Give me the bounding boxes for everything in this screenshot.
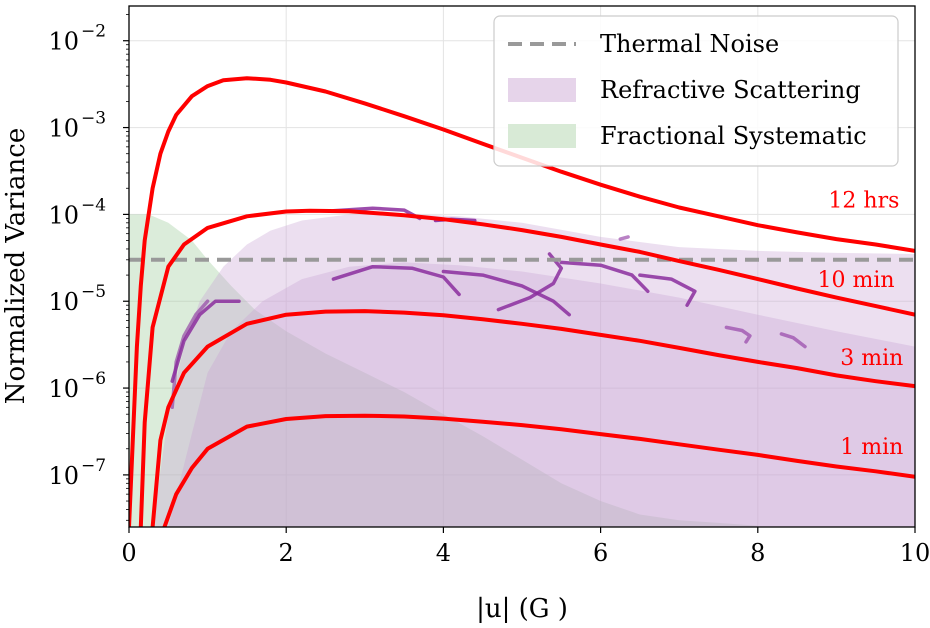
measurement-track xyxy=(724,325,752,344)
curve-label-3-min: 3 min xyxy=(840,346,903,371)
curve-label-12-hrs: 12 hrs xyxy=(828,189,899,214)
y-tick-exponent: −2 xyxy=(81,22,106,42)
x-tick-label: 10 xyxy=(900,539,930,567)
legend-box xyxy=(493,15,899,167)
measurement-track xyxy=(441,269,571,317)
y-axis-label: Normalized Variance xyxy=(1,128,31,404)
legend-swatch-fractional-systematic xyxy=(508,124,576,148)
curve-label-1-min: 1 min xyxy=(840,435,903,460)
x-tick-label: 6 xyxy=(593,539,608,567)
measurement-track xyxy=(779,332,807,349)
legend-swatch-refractive-scattering xyxy=(508,78,576,102)
y-tick-exponent: −6 xyxy=(81,369,106,389)
legend-label-refractive-scattering: Refractive Scattering xyxy=(600,76,861,104)
y-tick-exponent: −7 xyxy=(81,456,106,476)
curve-3-min xyxy=(150,309,915,527)
curve-12-hrs xyxy=(129,76,915,527)
y-tick-exponent: −3 xyxy=(81,109,106,129)
curve-1-min xyxy=(162,413,915,527)
curve-10-min xyxy=(138,208,915,527)
x-axis-label: |u| (G ) xyxy=(476,594,568,624)
measurement-tracks xyxy=(170,206,807,410)
y-tick-label: 10 xyxy=(48,375,79,403)
legend-label-fractional-systematic: Fractional Systematic xyxy=(600,122,867,150)
legend: Thermal Noise Refractive Scattering Fracti… xyxy=(493,15,899,167)
x-tick-label: 4 xyxy=(436,539,451,567)
x-tick-label: 0 xyxy=(121,539,136,567)
curve-label-10-min: 10 min xyxy=(818,268,895,293)
y-tick-label: 10 xyxy=(48,201,79,229)
y-tick-exponent: −5 xyxy=(81,282,106,302)
fractional-systematic-region xyxy=(129,214,758,527)
measurement-track xyxy=(331,264,461,297)
plot-frame xyxy=(128,5,916,528)
measurement-track xyxy=(618,235,630,241)
x-tick-label: 8 xyxy=(750,539,765,567)
measurement-track xyxy=(559,260,650,294)
measurement-track xyxy=(638,273,697,307)
y-tick-label: 10 xyxy=(48,115,79,143)
y-tick-label: 10 xyxy=(48,28,79,56)
measurement-track xyxy=(170,299,210,410)
variance-curves xyxy=(129,76,915,527)
x-tick-label: 2 xyxy=(279,539,294,567)
y-tick-exponent: −4 xyxy=(81,195,106,215)
legend-label-thermal-noise: Thermal Noise xyxy=(600,30,779,58)
measurement-track xyxy=(496,252,564,312)
curve-labels: 12 hrs 10 min 3 min 1 min xyxy=(818,189,904,460)
y-tick-label: 10 xyxy=(48,288,79,316)
y-tick-label: 10 xyxy=(48,462,79,490)
